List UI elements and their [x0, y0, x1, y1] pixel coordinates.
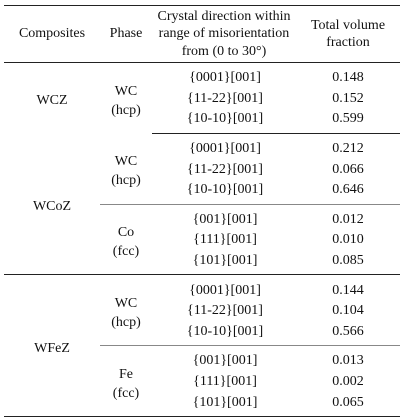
fraction-cell: 0.010	[332, 232, 364, 248]
direction-cell: {101}[001]	[152, 392, 296, 417]
phase-name: Co	[117, 224, 135, 240]
phase-name: WC	[114, 153, 138, 169]
header-fraction-line1: Total volume	[310, 17, 386, 33]
table-row: {111}[001] 0.010	[4, 230, 400, 251]
phase-name: Fe	[119, 366, 133, 382]
direction-cell: {10-10}[001]	[152, 109, 296, 134]
header-row: Composites Phase Crystal direction withi…	[4, 5, 400, 63]
table-row: {10-10}[001] 0.599	[4, 109, 400, 134]
direction-cell: {001}[001]	[192, 353, 258, 369]
header-total-volume-fraction: Total volume fraction	[296, 6, 400, 63]
table-row: WCoZ WC (hcp) {0001}[001] 0.212	[4, 133, 400, 276]
direction-cell: {001}[001]	[192, 211, 258, 227]
phase-cell: Co (fcc)	[100, 204, 152, 276]
fraction-cell: 0.065	[296, 392, 400, 417]
header-direction-line3: from (0 to 30°)	[181, 43, 267, 59]
volume-fraction-table: Composites Phase Crystal direction withi…	[4, 5, 400, 417]
header-direction-line1: Crystal direction within	[157, 8, 291, 24]
direction-cell: {101}[001]	[152, 250, 296, 276]
phase-cell: WC (hcp)	[100, 133, 152, 205]
header-phase: Phase	[109, 26, 143, 42]
fraction-cell: 0.104	[332, 303, 364, 319]
table-container: Composites Phase Crystal direction withi…	[4, 5, 400, 417]
composite-cell: WCoZ	[4, 133, 100, 276]
table-row: Co (fcc) {001}[001] 0.012	[4, 204, 400, 276]
table-row: {11-22}[001] 0.066	[4, 159, 400, 180]
header-composites: Composites	[18, 26, 86, 42]
table-row: {101}[001] 0.085	[4, 250, 400, 276]
fraction-cell: 0.152	[332, 90, 364, 106]
direction-cell: {111}[001]	[193, 232, 257, 248]
phase-structure: (hcp)	[111, 102, 141, 118]
fraction-cell: 0.566	[296, 321, 400, 347]
phase-cell: WC (hcp)	[100, 63, 152, 134]
phase-name: WC	[114, 83, 138, 99]
fraction-cell: 0.148	[332, 70, 364, 86]
header-fraction-line2: fraction	[326, 35, 370, 50]
table-row: {10-10}[001] 0.646	[4, 179, 400, 205]
direction-cell: {0001}[001]	[189, 70, 261, 86]
phase-structure: (hcp)	[111, 314, 141, 330]
composite-cell: WFeZ	[4, 274, 100, 417]
phase-structure: (fcc)	[112, 243, 140, 259]
table-row: WFeZ WC (hcp) {0001}[001] 0.144	[4, 274, 400, 417]
direction-cell: {11-22}[001]	[187, 303, 263, 319]
direction-cell: {0001}[001]	[189, 282, 261, 298]
fraction-cell: 0.013	[332, 353, 364, 369]
phase-structure: (fcc)	[112, 385, 140, 401]
table-row: WCZ WC (hcp) {0001}[001] 0.148	[4, 63, 400, 117]
direction-cell: {0001}[001]	[189, 141, 261, 157]
phase-cell: Fe (fcc)	[100, 345, 152, 417]
direction-cell: {11-22}[001]	[187, 90, 263, 106]
fraction-cell: 0.144	[332, 282, 364, 298]
fraction-cell: 0.599	[296, 109, 400, 134]
table-row: {10-10}[001] 0.566	[4, 321, 400, 347]
direction-cell: {10-10}[001]	[152, 179, 296, 205]
header-direction-line2: range of misorientation	[158, 26, 290, 42]
fraction-cell: 0.012	[332, 211, 364, 227]
fraction-cell: 0.002	[332, 374, 364, 390]
phase-name: WC	[114, 295, 138, 311]
fraction-cell: 0.085	[296, 250, 400, 276]
composite-cell: WCZ	[36, 93, 68, 109]
table-row: {111}[001] 0.002	[4, 372, 400, 393]
table-row: {11-22}[001] 0.104	[4, 301, 400, 322]
phase-structure: (hcp)	[111, 172, 141, 188]
direction-cell: {11-22}[001]	[187, 161, 263, 177]
header-crystal-direction: Crystal direction within range of misori…	[152, 6, 296, 63]
fraction-cell: 0.646	[296, 179, 400, 205]
fraction-cell: 0.066	[332, 161, 364, 177]
phase-cell: WC (hcp)	[100, 274, 152, 347]
direction-cell: {111}[001]	[193, 374, 257, 390]
direction-cell: {10-10}[001]	[152, 321, 296, 347]
fraction-cell: 0.212	[332, 141, 364, 157]
table-row: {11-22}[001] 0.152	[4, 89, 400, 110]
